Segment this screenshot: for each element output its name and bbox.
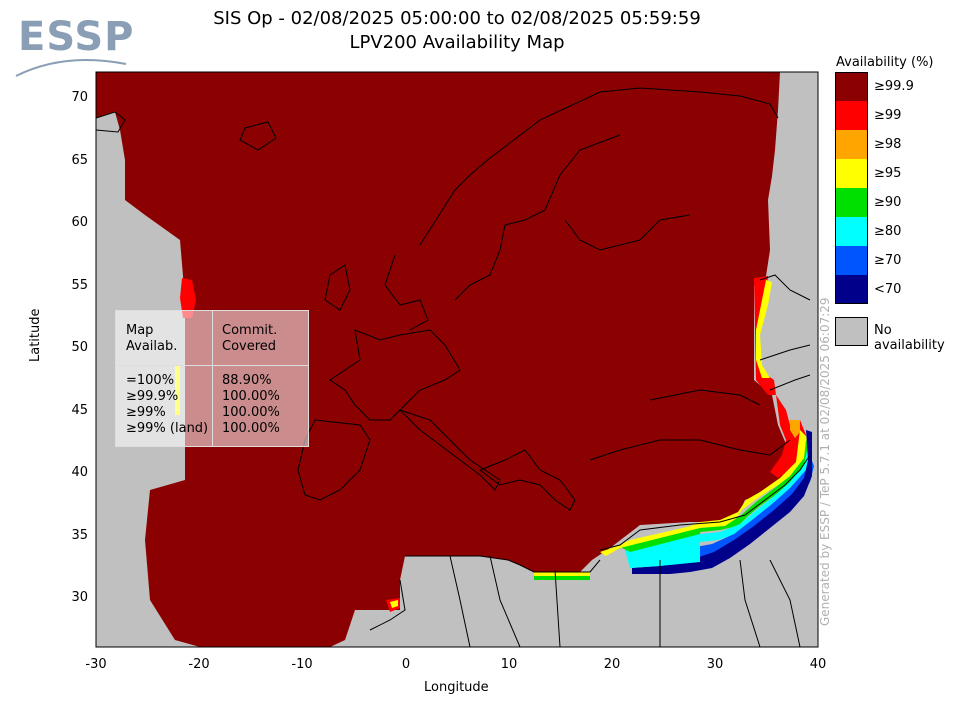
x-axis-label: Longitude bbox=[424, 680, 489, 695]
legend-label-no-availability: No availability bbox=[874, 323, 945, 353]
stats-header-text: Covered bbox=[222, 339, 277, 354]
region-libya-bands bbox=[625, 532, 700, 568]
legend-swatch bbox=[835, 188, 868, 217]
legend-label: ≥99 bbox=[874, 107, 902, 123]
legend-label: ≥90 bbox=[874, 194, 902, 210]
x-tick: 0 bbox=[401, 657, 411, 672]
legend-swatch bbox=[835, 101, 868, 130]
stats-divider bbox=[116, 365, 308, 366]
legend-swatch-no-availability bbox=[835, 317, 868, 346]
logo-swoosh bbox=[15, 59, 127, 77]
region-se-orange bbox=[790, 420, 800, 438]
y-tick: 65 bbox=[71, 153, 88, 168]
stats-covered-values: 88.90% 100.00% 100.00% 100.00% bbox=[222, 373, 280, 437]
legend-label: ≥95 bbox=[874, 165, 902, 181]
legend-label: ≥80 bbox=[874, 223, 902, 239]
legend-swatch bbox=[835, 159, 868, 188]
stats-covered: 88.90% bbox=[222, 373, 272, 388]
x-tick: 40 bbox=[809, 657, 827, 672]
y-tick: 50 bbox=[71, 340, 88, 355]
stats-divider bbox=[212, 311, 213, 446]
stats-thresholds: =100% ≥99.9% ≥99% ≥99% (land) bbox=[126, 373, 208, 437]
coverage-stats-box: Map Availab. Commit. Covered =100% ≥99.9… bbox=[115, 310, 309, 447]
legend-swatch bbox=[835, 217, 868, 246]
region-tunisia-green bbox=[534, 576, 590, 580]
map-subtitle: LPV200 Availability Map bbox=[349, 32, 565, 53]
x-tick: -30 bbox=[85, 657, 107, 672]
region-east-yellow bbox=[756, 280, 772, 378]
map-title: SIS Op - 02/08/2025 05:00:00 to 02/08/20… bbox=[213, 8, 701, 29]
x-tick: 10 bbox=[500, 657, 518, 672]
stats-threshold: ≥99% bbox=[126, 405, 166, 420]
stats-header-text: Availab. bbox=[126, 339, 178, 354]
stats-covered: 100.00% bbox=[222, 389, 280, 404]
y-tick: 60 bbox=[71, 215, 88, 230]
stats-threshold: =100% bbox=[126, 373, 175, 388]
region-libya-yellow bbox=[600, 524, 700, 556]
x-tick: -10 bbox=[291, 657, 313, 672]
coastlines bbox=[95, 87, 811, 648]
legend-swatch bbox=[835, 246, 868, 275]
y-tick: 35 bbox=[71, 528, 88, 543]
legend-label: ≥98 bbox=[874, 136, 902, 152]
region-south-yellow bbox=[690, 430, 810, 528]
stats-header-text: Commit. bbox=[222, 323, 278, 338]
y-tick: 55 bbox=[71, 278, 88, 293]
logo-text: ESSP bbox=[18, 14, 135, 60]
region-atlantic-red bbox=[180, 278, 196, 318]
region-availability-999 bbox=[96, 72, 790, 647]
y-tick: 40 bbox=[71, 465, 88, 480]
stats-header-covered: Commit. Covered bbox=[222, 323, 277, 355]
stats-covered: 100.00% bbox=[222, 421, 280, 436]
x-tick: -20 bbox=[188, 657, 210, 672]
legend-frame bbox=[835, 72, 868, 304]
essp-logo: ESSP bbox=[14, 14, 134, 80]
x-tick: 30 bbox=[706, 657, 724, 672]
region-libya-green bbox=[618, 528, 700, 552]
legend-swatch bbox=[835, 130, 868, 159]
stats-threshold: ≥99% (land) bbox=[126, 421, 209, 436]
plot-frame bbox=[95, 71, 819, 648]
x-tick: 20 bbox=[603, 657, 621, 672]
legend-title: Availability (%) bbox=[836, 55, 934, 70]
legend-swatch bbox=[835, 275, 868, 304]
stats-header-text: Map bbox=[126, 323, 154, 338]
stats-threshold: ≥99.9% bbox=[126, 389, 179, 404]
legend-label: ≥70 bbox=[874, 252, 902, 268]
region-tunisia-yellow bbox=[534, 572, 590, 576]
y-axis-label: Latitude bbox=[28, 308, 43, 362]
region-morocco-yellow bbox=[390, 600, 398, 608]
region-south-blue bbox=[690, 456, 814, 562]
generated-credit: Generated by ESSP / TeP 5.7.1 at 02/08/2… bbox=[818, 297, 832, 626]
legend-swatch bbox=[835, 72, 868, 101]
y-tick: 45 bbox=[71, 403, 88, 418]
y-tick: 70 bbox=[71, 90, 88, 105]
stats-header-availability: Map Availab. bbox=[126, 323, 177, 355]
legend-label: <70 bbox=[874, 281, 902, 297]
y-tick: 30 bbox=[71, 590, 88, 605]
stats-covered: 100.00% bbox=[222, 405, 280, 420]
legend-label: ≥99.9 bbox=[874, 78, 914, 94]
